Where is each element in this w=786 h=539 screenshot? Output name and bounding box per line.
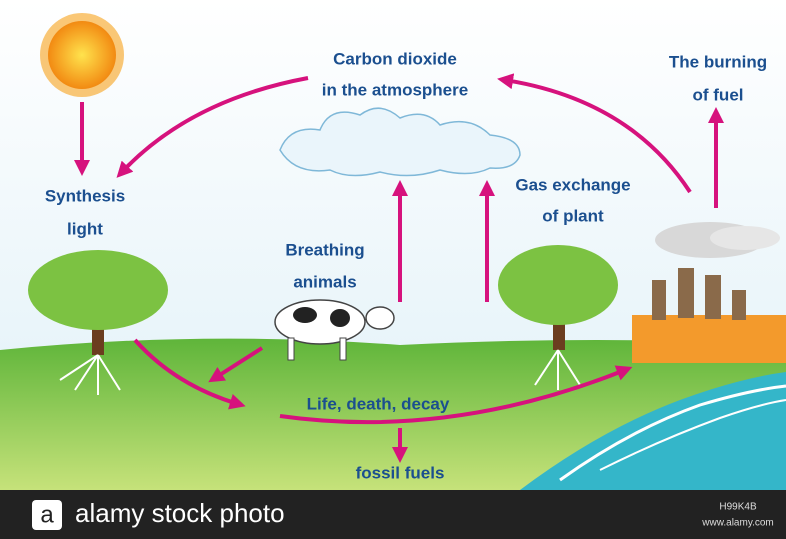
label: animals bbox=[293, 272, 356, 291]
label: Breathing bbox=[285, 240, 364, 259]
page: {"labels": [ {"lines": ["Carbon dioxide"… bbox=[0, 0, 786, 539]
carbon-cycle-diagram: Carbon dioxide in the atmosphere The bur… bbox=[0, 0, 786, 539]
label: of plant bbox=[542, 206, 604, 225]
image-id: H99K4B bbox=[719, 502, 757, 513]
label: Life, death, decay bbox=[307, 394, 450, 413]
label: of fuel bbox=[693, 85, 744, 104]
label: Synthesis bbox=[45, 186, 125, 205]
brand: alamy stock photo bbox=[75, 498, 285, 528]
sun bbox=[40, 13, 124, 97]
label: The burning bbox=[669, 52, 767, 71]
url: www.alamy.com bbox=[701, 518, 774, 529]
label: in the atmosphere bbox=[322, 80, 468, 99]
label: fossil fuels bbox=[356, 463, 445, 482]
logo: a bbox=[40, 501, 54, 528]
label: light bbox=[67, 219, 103, 238]
label: Gas exchange bbox=[515, 175, 630, 194]
label: Carbon dioxide bbox=[333, 49, 457, 68]
